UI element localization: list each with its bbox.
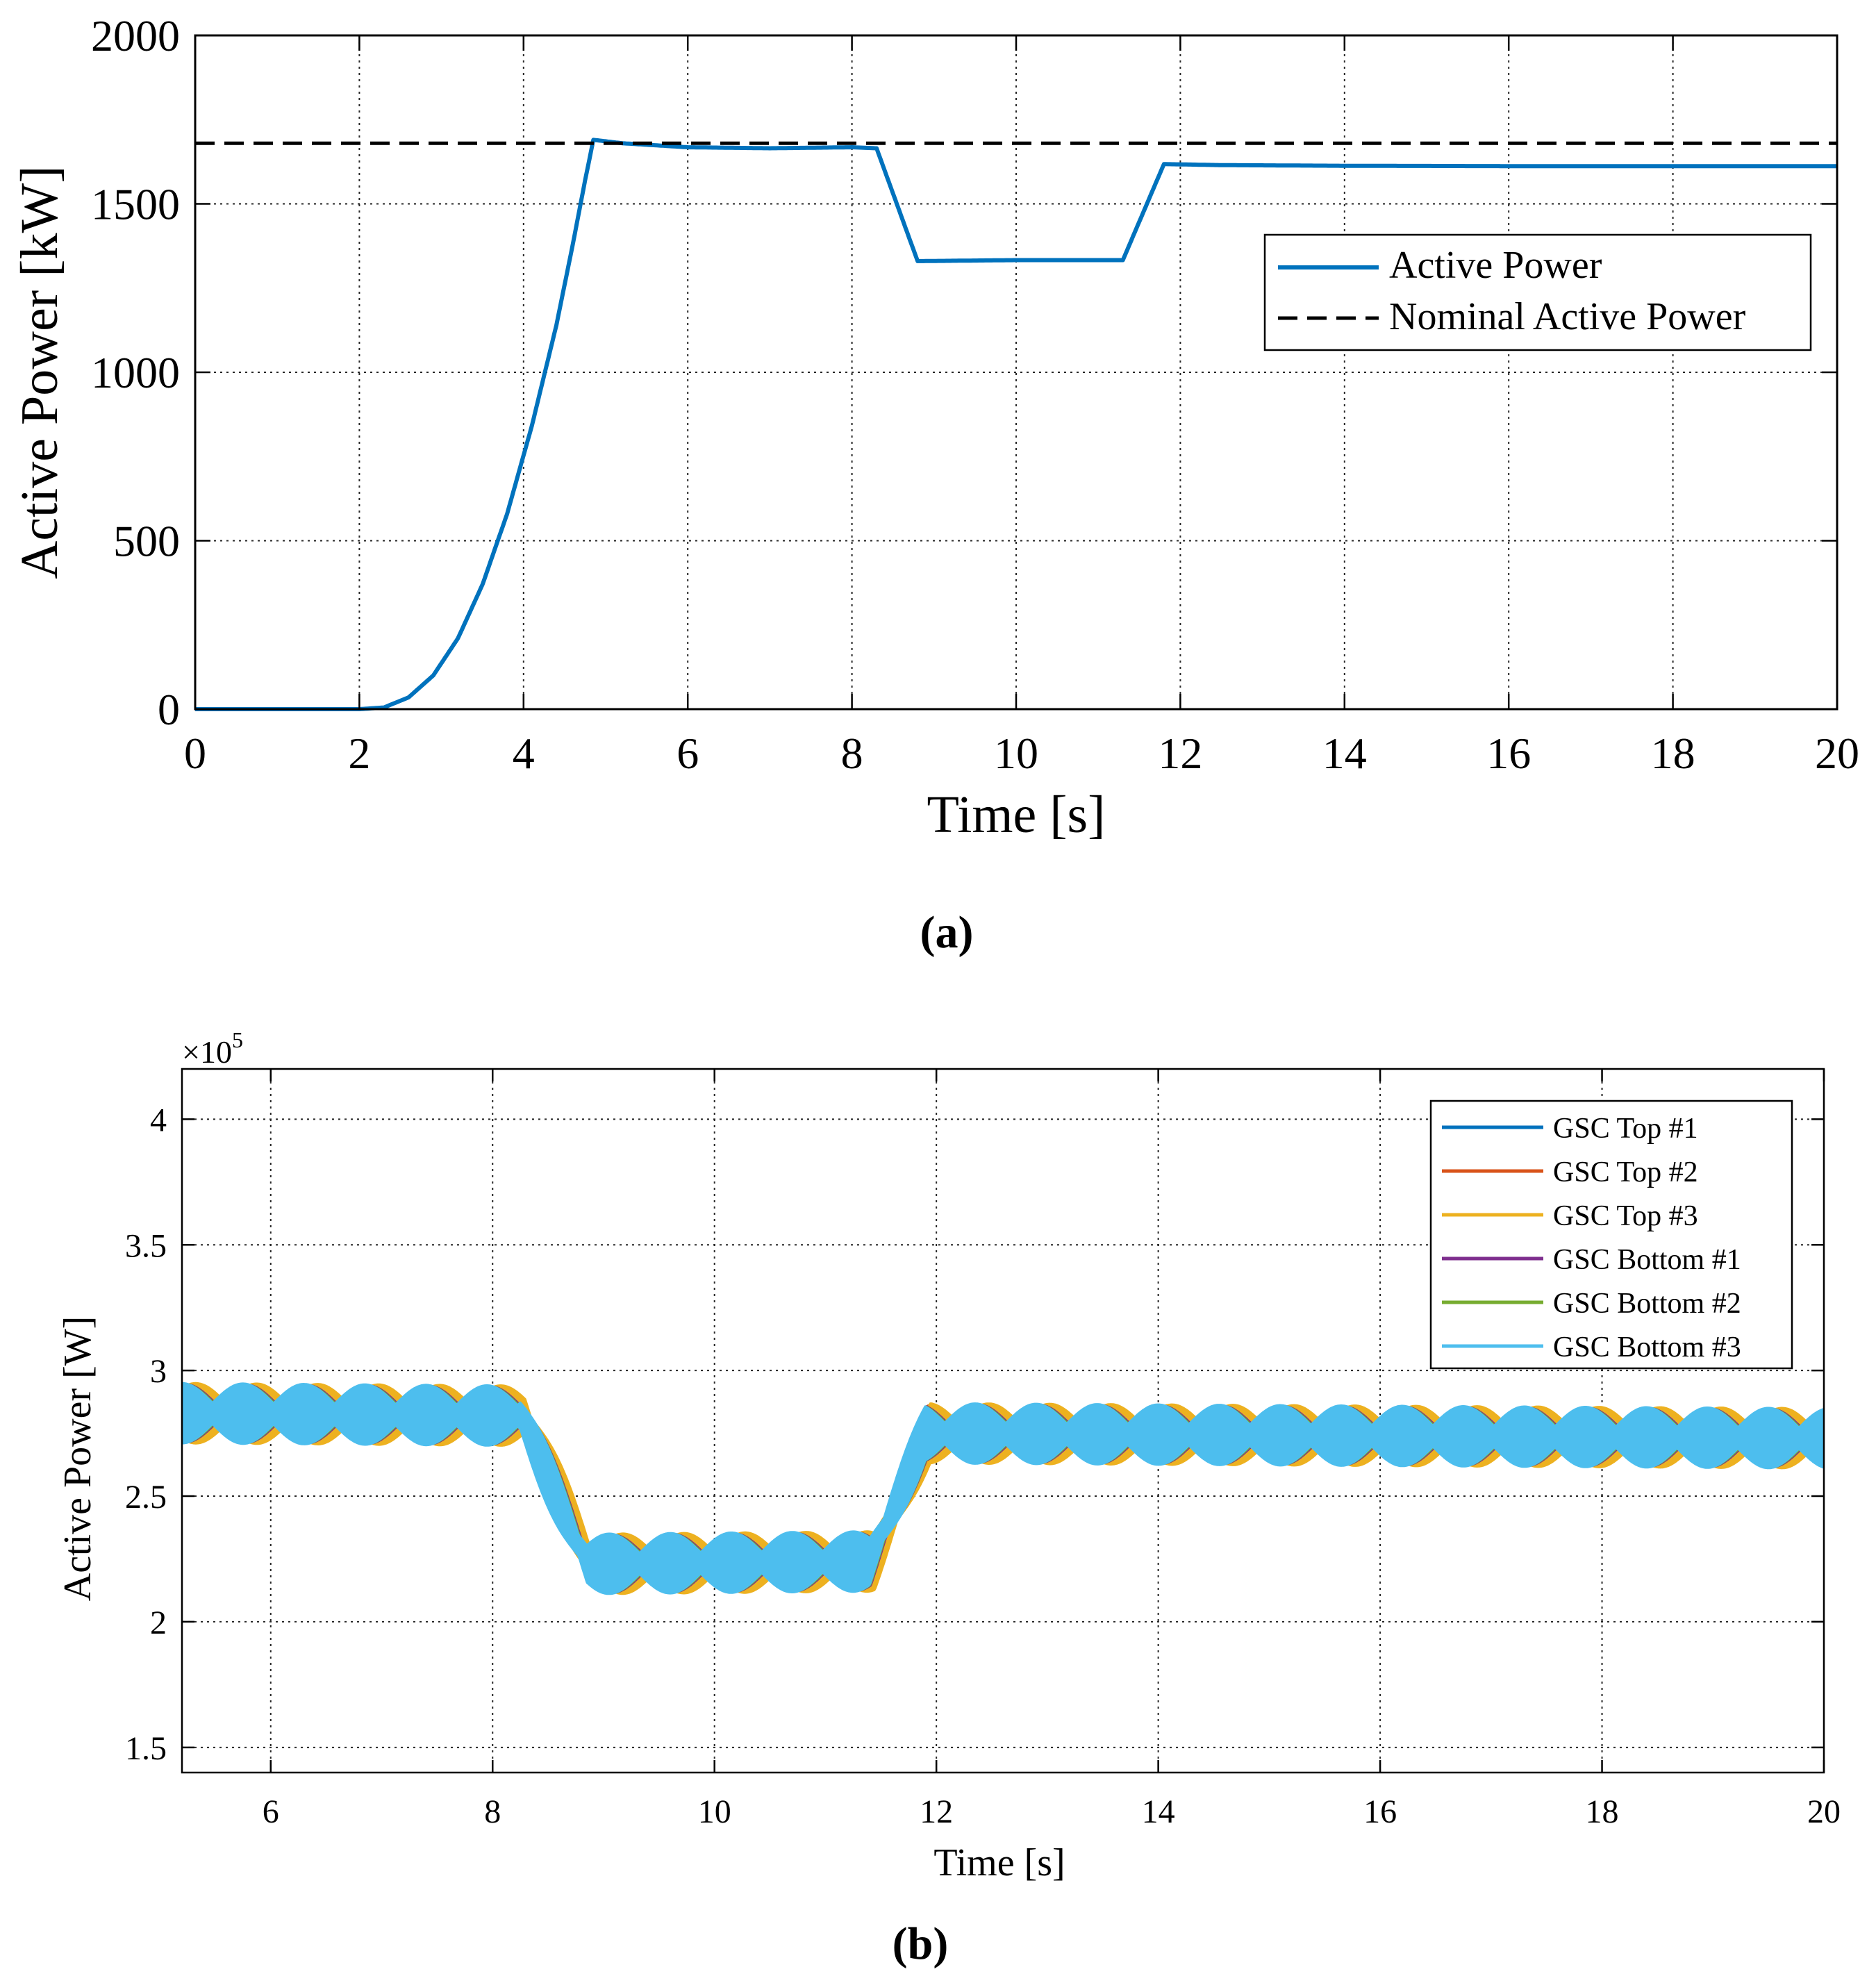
panel-a-x-tick-label: 0 bbox=[184, 729, 206, 778]
legend-label-gsc-bottom-2: GSC Bottom #2 bbox=[1553, 1288, 1741, 1320]
panel-a-x-tick-label: 2 bbox=[348, 729, 370, 778]
panel-a-x-axis-label: Time [s] bbox=[927, 786, 1106, 844]
panel-b-x-tick-label: 16 bbox=[1363, 1793, 1397, 1830]
panel-b-x-axis-label: Time [s] bbox=[933, 1841, 1065, 1884]
legend-label-gsc-bottom-1: GSC Bottom #1 bbox=[1553, 1244, 1741, 1276]
panel-a-y-tick-label: 1000 bbox=[91, 348, 180, 397]
panel-a-legend-box bbox=[1263, 233, 1812, 351]
panel-b-x-tick-label: 20 bbox=[1807, 1793, 1841, 1830]
panel-b-y-tick-label: 1.5 bbox=[125, 1730, 167, 1767]
panel-a-x-tick-label: 12 bbox=[1158, 729, 1202, 778]
panel-b-y-tick-label: 3.5 bbox=[125, 1227, 167, 1264]
panel-a-x-tick-label: 14 bbox=[1322, 729, 1367, 778]
panel-b-y-tick-label: 2 bbox=[150, 1604, 167, 1641]
panel-a-x-tick-label: 8 bbox=[841, 729, 863, 778]
legend-label-gsc-top-1: GSC Top #1 bbox=[1553, 1113, 1698, 1145]
legend-label-active-power: Active Power bbox=[1389, 244, 1602, 287]
panel-a-y-tick-label: 0 bbox=[158, 685, 180, 734]
panel-a-x-tick-label: 16 bbox=[1486, 729, 1531, 778]
panel-b-y-exponent-base: ×10 bbox=[182, 1034, 232, 1070]
panel-a-x-tick-label: 20 bbox=[1815, 729, 1859, 778]
panel-b-x-tick-label: 12 bbox=[920, 1793, 953, 1830]
panel-a-x-tick-label: 18 bbox=[1651, 729, 1695, 778]
panel-b-y-axis-label: Active Power [W] bbox=[56, 1316, 99, 1602]
legend-label-gsc-bottom-3: GSC Bottom #3 bbox=[1553, 1331, 1741, 1363]
panel-b-x-tick-label: 10 bbox=[698, 1793, 731, 1830]
panel-a-grid bbox=[195, 35, 1837, 709]
panel-b-y-tick-label: 4 bbox=[150, 1102, 167, 1138]
panel-b-legend-box bbox=[1429, 1100, 1793, 1370]
panel-a-y-axis-label: Active Power [kW] bbox=[10, 165, 69, 579]
panel-b-x-tick-label: 8 bbox=[484, 1793, 501, 1830]
legend-label-gsc-top-2: GSC Top #2 bbox=[1553, 1156, 1698, 1188]
panel-a-chart: 0 2 4 6 8 10 12 14 16 18 20 0 500 1000 1500 2000 Active… bbox=[10, 11, 1859, 958]
panel-b-y-exponent: ×105 bbox=[182, 1027, 243, 1070]
panel-b-caption: (b) bbox=[893, 1918, 949, 1969]
panel-b-y-tick-label: 3 bbox=[150, 1353, 167, 1390]
panel-b-series bbox=[182, 1382, 1824, 1595]
panel-b-series-gsc-bottom-3 bbox=[182, 1382, 1824, 1595]
panel-b-chart: 6 8 10 12 14 16 18 20 1.5 2 2.5 3 3.5 4 ×105 GSC Top … bbox=[56, 1027, 1841, 1969]
panel-a-y-tick-label: 2000 bbox=[91, 11, 180, 60]
legend-label-nominal-active-power: Nominal Active Power bbox=[1389, 295, 1746, 338]
panel-a-x-tick-label: 6 bbox=[676, 729, 699, 778]
legend-label-gsc-top-3: GSC Top #3 bbox=[1553, 1200, 1698, 1232]
panel-a-legend: Active Power Nominal Active Power bbox=[1263, 233, 1812, 351]
panel-a-caption: (a) bbox=[920, 907, 974, 958]
panel-a-ticks: 0 2 4 6 8 10 12 14 16 18 20 0 500 1000 1500 2000 bbox=[91, 11, 1859, 778]
panel-a-series bbox=[195, 138, 1837, 711]
panel-b-y-exponent-power: 5 bbox=[232, 1027, 243, 1052]
panel-b-legend: GSC Top #1 GSC Top #2 GSC Top #3 GSC Bot… bbox=[1429, 1100, 1793, 1370]
panel-b-x-tick-label: 18 bbox=[1586, 1793, 1619, 1830]
panel-b-axes-box bbox=[181, 1068, 1825, 1774]
panel-b-ticks: 6 8 10 12 14 16 18 20 1.5 2 2.5 3 3.5 4 bbox=[125, 1069, 1841, 1830]
panel-b-y-tick-label: 2.5 bbox=[125, 1479, 167, 1516]
panel-a-x-tick-label: 4 bbox=[513, 729, 535, 778]
panel-b-x-tick-label: 6 bbox=[263, 1793, 279, 1830]
panel-b-x-tick-label: 14 bbox=[1142, 1793, 1175, 1830]
panel-a-y-tick-label: 1500 bbox=[91, 180, 180, 229]
panel-a-x-tick-label: 10 bbox=[994, 729, 1038, 778]
panel-a-y-tick-label: 500 bbox=[113, 517, 180, 566]
panel-a-series-active-power bbox=[195, 138, 1837, 711]
